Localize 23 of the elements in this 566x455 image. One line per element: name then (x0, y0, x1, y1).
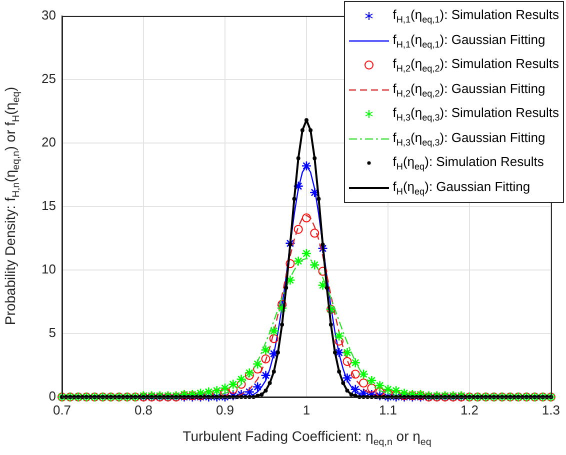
y-tick-label: 20 (42, 134, 56, 150)
legend-label: f$_{H,1}$(η$_{eq,1}$): Gaussian Fitting (392, 32, 546, 50)
legend-label: f$_{H}$(η$_{eq}$): Gaussian Fitting (392, 178, 530, 197)
legend-label: f$_{H,3}$(η$_{eq,3}$): Simulation Results (392, 105, 559, 124)
x-tick-label: 0.7 (52, 402, 72, 418)
x-tick-label: 0.8 (134, 402, 153, 418)
legend-label: f$_{H,2}$(η$_{eq,2}$): Gaussian Fitting (392, 80, 546, 99)
legend-label: f$_{H,2}$(η$_{eq,2}$): Simulation Results (392, 56, 559, 74)
y-tick-label: 10 (42, 262, 56, 277)
y-tick-label: 25 (42, 71, 56, 86)
x-tick-label: 1 (302, 402, 310, 418)
x-axis-title: Turbulent Fading Coefficient: η$_{eq,n}$ or η$_{eq}$ (182, 428, 432, 448)
y-tick-label: 0 (48, 388, 56, 404)
y-tick-label: 15 (42, 198, 56, 214)
y-tick-label: 30 (42, 8, 56, 23)
x-tick-label: 1.3 (542, 402, 560, 418)
y-tick-label: 5 (48, 325, 56, 340)
legend-label: f$_{H,1}$(η$_{eq,1}$): Simulation Results (392, 7, 559, 26)
x-tick-label: 1.1 (378, 402, 398, 418)
x-tick-label: 0.9 (216, 402, 234, 418)
legend-label: f$_{H}$(η$_{eq}$): Simulation Results (392, 154, 544, 172)
legend-label: f$_{H,3}$(η$_{eq,3}$): Gaussian Fitting (392, 130, 546, 148)
x-tick-label: 1.2 (460, 402, 479, 418)
